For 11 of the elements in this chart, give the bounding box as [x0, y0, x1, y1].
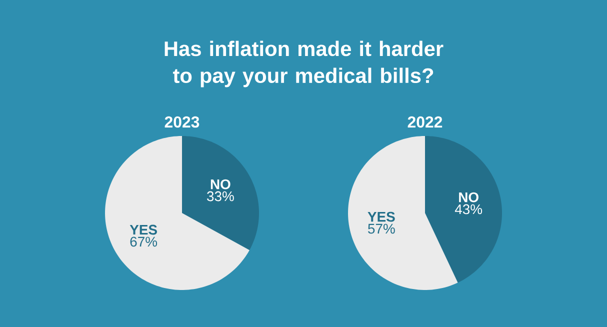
slice-label: NO: [459, 192, 478, 202]
slice-label: NO: [210, 179, 230, 190]
data-label: 57%: [368, 224, 395, 234]
data-label: 43%: [454, 204, 482, 214]
data-label: 33%: [207, 191, 234, 202]
data-label: 67%: [130, 236, 158, 247]
slice-label: YES: [130, 224, 157, 235]
text: Has inflation made it harder to pay your medical bills?: [164, 40, 444, 88]
slice-label: YES: [368, 212, 395, 222]
chart-subtitle: 2023: [164, 116, 200, 128]
chart-subtitle: 2022: [408, 116, 442, 128]
